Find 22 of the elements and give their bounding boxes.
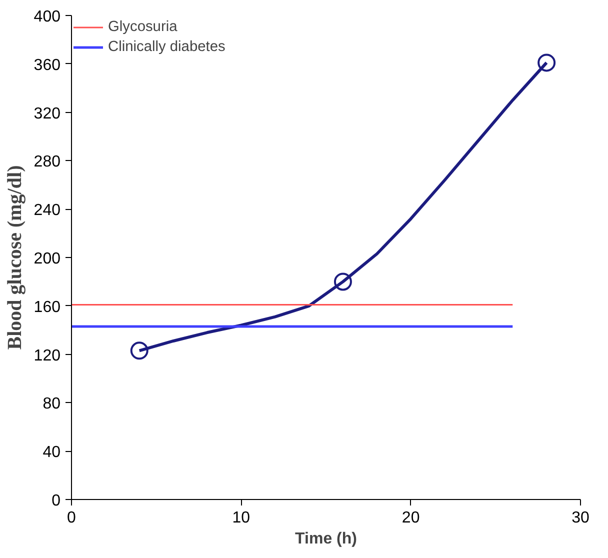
y-tick-label: 280 [34,154,61,171]
x-tick-label: 0 [67,510,76,526]
y-tick-label: 80 [42,396,61,413]
x-tick-label: 30 [572,510,590,526]
y-tick-label: 400 [34,8,61,26]
y-tick-label: 240 [34,202,61,220]
point [538,54,556,72]
y-tick-label: 360 [34,56,61,74]
y-tick-label: 200 [34,250,61,268]
point [130,342,148,360]
x-axis-title: Time (h) [295,530,357,548]
y-tick-label: 40 [42,444,61,462]
y-tick-label: 120 [34,347,61,364]
point [334,272,352,291]
y-axis-title: Blood glucose (mg/dl) [4,165,26,350]
x-tick-label: 10 [232,510,250,526]
y-tick-label: 160 [34,298,61,316]
legend-label: Clinically diabetes [108,39,226,55]
x-tick-label: 20 [402,510,420,526]
y-tick-label: 320 [34,105,61,122]
legend-label: Glycosuria [108,19,178,35]
y-tick-label: 0 [52,492,61,510]
